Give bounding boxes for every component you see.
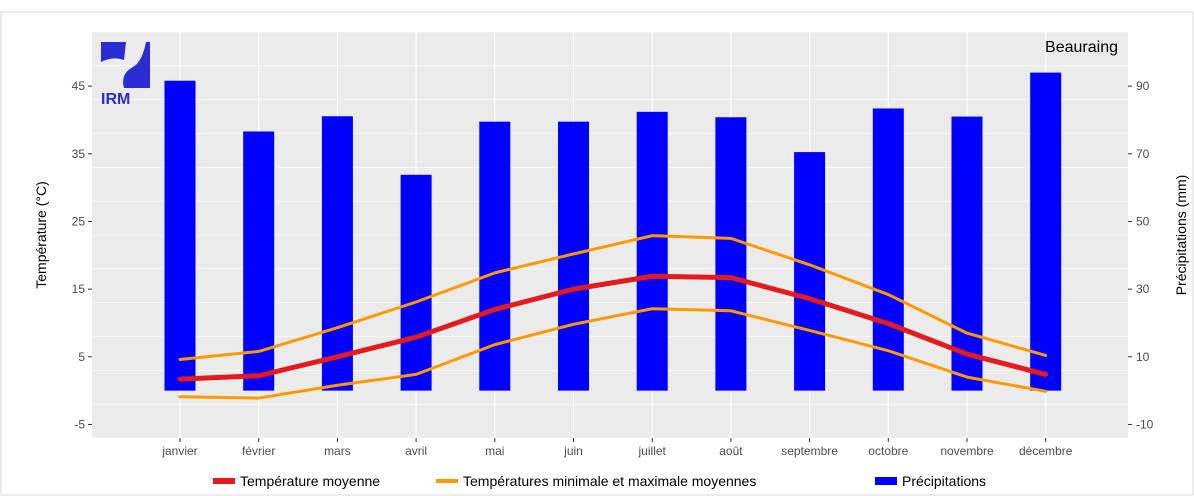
- irm-logo: IRM: [101, 42, 150, 108]
- logo-shape-left: [101, 42, 126, 62]
- logo-text: IRM: [101, 91, 130, 108]
- x-tick-label: décembre: [1019, 444, 1073, 458]
- legend-swatch-minmax: [436, 479, 458, 483]
- legend-label-mean: Température moyenne: [240, 473, 380, 489]
- right-tick-label: 70: [1136, 147, 1150, 161]
- x-tick-label: mai: [485, 444, 504, 458]
- precipitation-bar: [636, 111, 668, 391]
- precipitation-bar: [1030, 72, 1062, 391]
- legend-swatch-mean: [213, 478, 235, 484]
- x-tick-label: février: [242, 444, 275, 458]
- minmax-temperature-line: [178, 234, 1048, 362]
- precipitation-bar: [794, 152, 826, 391]
- precipitation-bars: [164, 72, 1062, 391]
- left-tick-label: 35: [72, 147, 86, 161]
- x-tick-label: octobre: [868, 444, 908, 458]
- right-axis-title: Précipitations (mm): [1173, 175, 1189, 296]
- right-tick-label: -10: [1136, 417, 1154, 431]
- precipitation-bar: [715, 117, 747, 391]
- left-tick-label: -5: [74, 417, 85, 431]
- right-tick-label: 10: [1136, 350, 1150, 364]
- legend: Température moyenne Températures minimal…: [213, 473, 986, 489]
- legend-label-precip: Précipitations: [902, 473, 986, 489]
- left-tick-label: 5: [78, 350, 85, 364]
- right-tick-label: 50: [1136, 214, 1150, 228]
- x-tick-label: août: [719, 444, 743, 458]
- x-tick-label: mars: [324, 444, 351, 458]
- left-tick-label: 25: [72, 214, 86, 228]
- precipitation-bar: [400, 174, 432, 391]
- temperature-lines: [177, 234, 1049, 400]
- legend-swatch-precip: [875, 477, 897, 485]
- right-axis-ticks: -10 10 30 50 70 90: [1128, 79, 1154, 431]
- precipitation-bar: [951, 116, 983, 391]
- precipitation-bar: [872, 108, 904, 391]
- x-axis-ticks: janvier février mars avril mai juin juillet aoû…: [161, 438, 1073, 458]
- station-name: Beauraing: [1045, 39, 1118, 56]
- x-tick-label: juin: [563, 444, 583, 458]
- minmax-temperature-line: [178, 307, 1048, 400]
- logo-shape-right: [123, 42, 150, 88]
- precipitation-bar: [164, 80, 196, 391]
- right-tick-label: 30: [1136, 282, 1150, 296]
- legend-label-minmax: Températures minimale et maximale moyenn…: [463, 473, 756, 489]
- mean-temperature-line: [177, 273, 1049, 382]
- left-axis-ticks: -5 5 15 25 35 45: [72, 79, 92, 431]
- right-tick-label: 90: [1136, 79, 1150, 93]
- x-tick-label: janvier: [161, 444, 197, 458]
- x-tick-label: septembre: [781, 444, 838, 458]
- x-tick-label: avril: [405, 444, 427, 458]
- left-tick-label: 15: [72, 282, 86, 296]
- left-tick-label: 45: [72, 79, 86, 93]
- precipitation-bar: [321, 116, 353, 391]
- x-tick-label: juillet: [638, 444, 667, 458]
- left-axis-title: Température (°C): [33, 181, 49, 289]
- x-tick-label: novembre: [940, 444, 994, 458]
